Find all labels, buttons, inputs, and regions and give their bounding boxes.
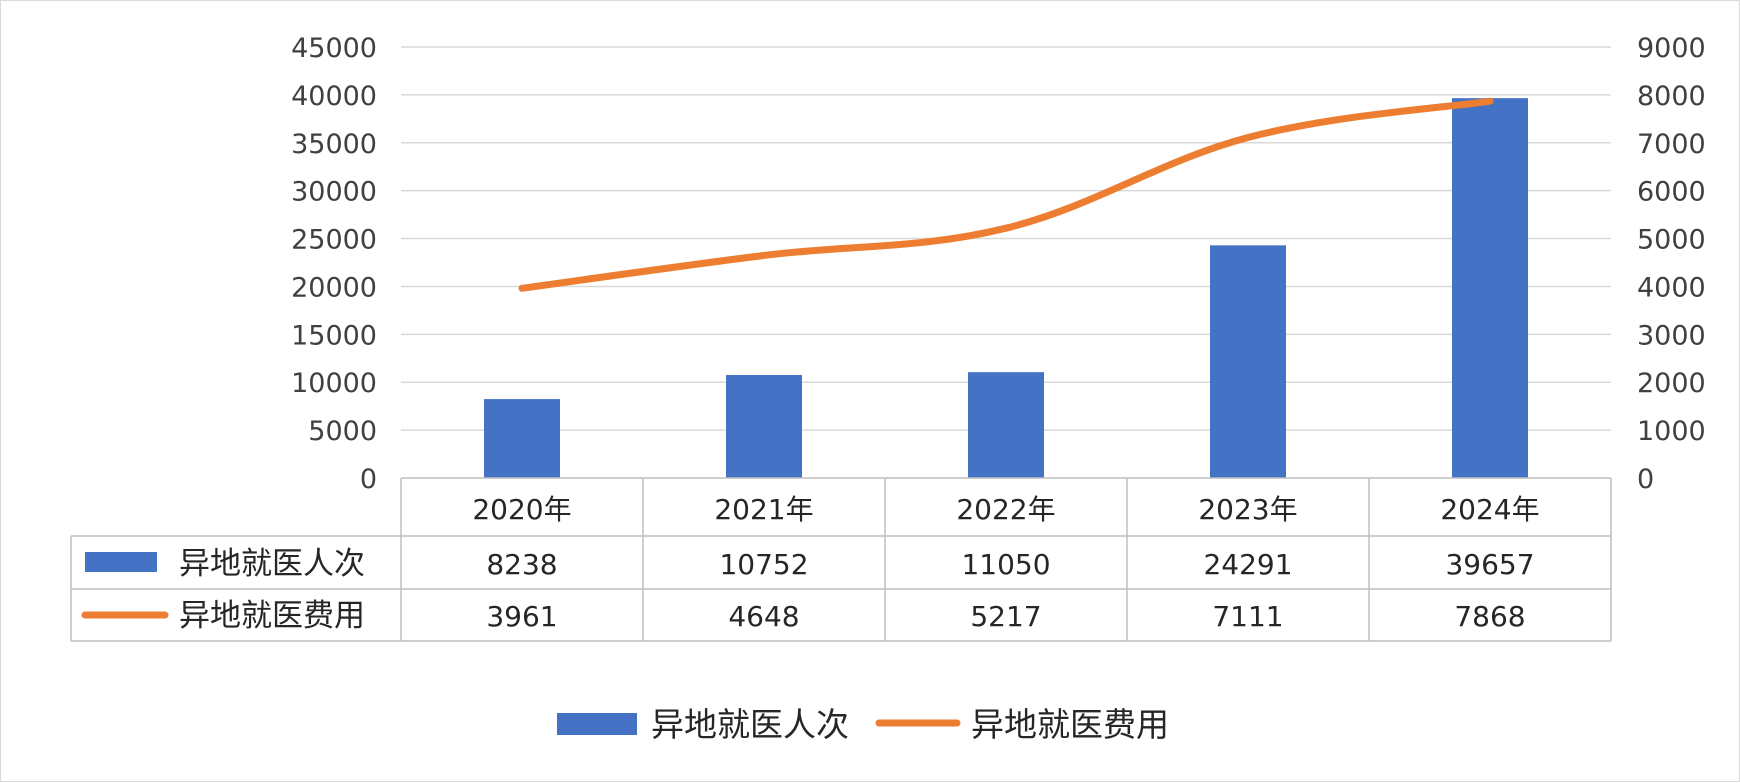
gridlines (401, 46, 1611, 431)
table-cell: 10752 (719, 548, 808, 581)
table-cell: 3961 (486, 600, 557, 633)
legend-label: 异地就医人次 (651, 705, 849, 744)
y2-tick-label: 0 (1637, 464, 1654, 495)
table-cell: 39657 (1445, 548, 1534, 581)
legend-label: 异地就医费用 (971, 705, 1169, 744)
legend: 异地就医人次 异地就医费用 (557, 705, 1169, 744)
y-tick-label: 35000 (291, 129, 377, 160)
y2-tick-label: 5000 (1637, 225, 1706, 256)
bar-series (484, 98, 1528, 478)
x-tick-label: 2024年 (1440, 493, 1539, 526)
line-series (518, 97, 1494, 292)
table-cell: 7868 (1454, 600, 1525, 633)
y2-tick-label: 6000 (1637, 177, 1706, 208)
legend-key-bar (85, 552, 157, 572)
x-tick-label: 2022年 (956, 493, 1055, 526)
y2-tick-label: 2000 (1637, 368, 1706, 399)
y-tick-label: 30000 (291, 177, 377, 208)
bar (1452, 98, 1528, 478)
y2-tick-label: 4000 (1637, 272, 1706, 303)
x-tick-label: 2021年 (714, 493, 813, 526)
y-tick-label: 10000 (291, 368, 377, 399)
series-line (518, 97, 1494, 292)
y2-tick-label: 7000 (1637, 129, 1706, 160)
bar (968, 372, 1044, 478)
bar (1210, 245, 1286, 478)
y-tick-label: 0 (360, 464, 377, 495)
y2-tick-label: 1000 (1637, 416, 1706, 447)
legend-swatch-bar (557, 713, 637, 735)
left-axis-ticks: 0 5000 10000 15000 20000 25000 30000 35000 40000… (291, 33, 377, 495)
table-cell: 8238 (486, 548, 557, 581)
table-cell: 11050 (961, 548, 1050, 581)
y-tick-label: 5000 (308, 416, 377, 447)
x-tick-label: 2020年 (472, 493, 571, 526)
y2-tick-label: 3000 (1637, 320, 1706, 351)
table-cell: 7111 (1212, 600, 1283, 633)
bar (484, 399, 560, 478)
bar (726, 375, 802, 478)
x-tick-label: 2023年 (1198, 493, 1297, 526)
y2-tick-label: 9000 (1637, 33, 1706, 64)
table-row-label: 异地就医人次 (179, 546, 365, 582)
y-tick-label: 45000 (291, 33, 377, 64)
table-row-label: 异地就医费用 (179, 598, 365, 634)
y-tick-label: 25000 (291, 225, 377, 256)
right-axis-ticks: 0 1000 2000 3000 4000 5000 6000 7000 8000 9000 (1637, 33, 1706, 495)
table-cell: 4648 (728, 600, 799, 633)
table-cell: 24291 (1203, 548, 1292, 581)
y-tick-label: 20000 (291, 272, 377, 303)
y-tick-label: 40000 (291, 81, 377, 112)
table-cell: 5217 (970, 600, 1041, 633)
y-tick-label: 15000 (291, 320, 377, 351)
y2-tick-label: 8000 (1637, 81, 1706, 112)
